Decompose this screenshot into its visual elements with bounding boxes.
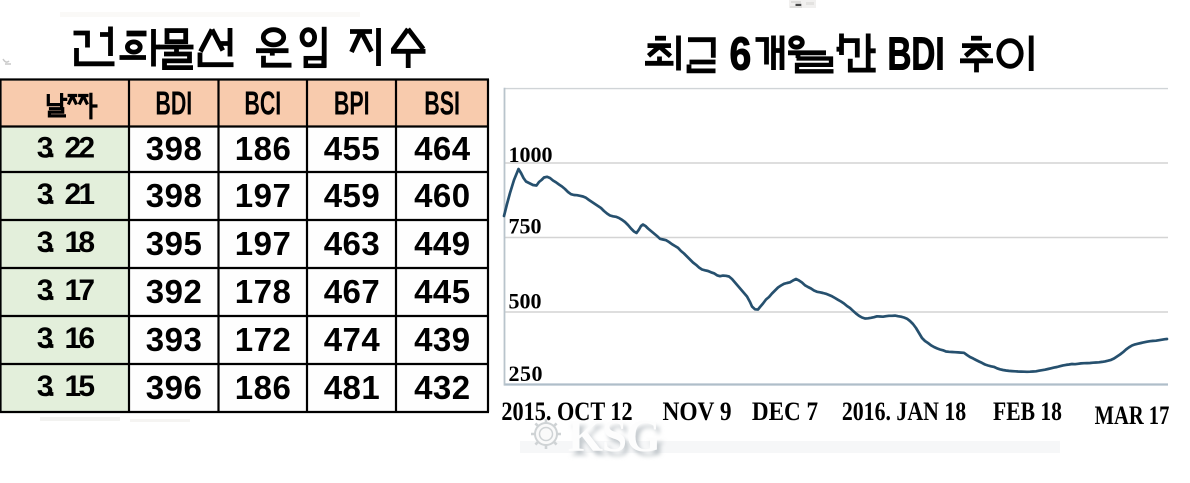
- svg-text:21: 21: [65, 178, 96, 211]
- svg-text:481: 481: [324, 369, 380, 406]
- svg-text:398: 398: [146, 130, 202, 167]
- svg-text:500: 500: [509, 289, 542, 314]
- svg-text:432: 432: [414, 369, 470, 406]
- svg-text:2016. JAN 18: 2016. JAN 18: [842, 398, 966, 426]
- svg-text:KSG: KSG: [572, 416, 665, 466]
- svg-text:FEB 18: FEB 18: [993, 398, 1062, 426]
- svg-text:16: 16: [65, 322, 96, 355]
- svg-text:KSG: KSG: [568, 411, 661, 461]
- svg-text:MAR 17: MAR 17: [1095, 402, 1170, 431]
- svg-text:BDI: BDI: [888, 29, 945, 79]
- svg-text:186: 186: [235, 130, 291, 167]
- svg-text:197: 197: [235, 177, 291, 214]
- svg-text:250: 250: [509, 361, 543, 386]
- svg-text:BSI: BSI: [424, 85, 460, 122]
- svg-text:18: 18: [65, 226, 96, 259]
- svg-text:439: 439: [414, 321, 470, 358]
- svg-text:3: 3: [37, 322, 54, 355]
- svg-text:467: 467: [324, 273, 380, 310]
- svg-text:396: 396: [146, 369, 202, 406]
- svg-text:178: 178: [235, 273, 291, 310]
- svg-text:3: 3: [37, 178, 54, 211]
- svg-text:17: 17: [65, 274, 96, 307]
- svg-text:3: 3: [37, 132, 54, 165]
- svg-text:DEC 7: DEC 7: [752, 398, 818, 427]
- svg-text:449: 449: [414, 225, 470, 262]
- svg-text:197: 197: [235, 225, 291, 262]
- svg-text:3: 3: [37, 274, 54, 307]
- svg-text:NOV 9: NOV 9: [662, 398, 731, 426]
- svg-text:395: 395: [146, 225, 202, 262]
- svg-text:172: 172: [235, 321, 291, 358]
- svg-text:BCI: BCI: [244, 85, 281, 122]
- svg-text:3: 3: [37, 370, 54, 403]
- svg-text:459: 459: [324, 177, 380, 214]
- svg-text:392: 392: [146, 273, 202, 310]
- svg-text:BPI: BPI: [334, 85, 370, 122]
- svg-text:464: 464: [414, 130, 471, 167]
- svg-text:6: 6: [730, 29, 752, 81]
- svg-text:186: 186: [235, 369, 291, 406]
- svg-text:15: 15: [65, 370, 96, 403]
- svg-text:474: 474: [324, 321, 381, 358]
- svg-text:463: 463: [324, 225, 380, 262]
- svg-text:3: 3: [37, 226, 54, 259]
- svg-text:460: 460: [414, 177, 470, 214]
- svg-text:393: 393: [146, 321, 202, 358]
- svg-text:2015. OCT 12: 2015. OCT 12: [501, 397, 632, 426]
- svg-text:22: 22: [65, 132, 96, 165]
- svg-text:455: 455: [324, 130, 380, 167]
- svg-text:398: 398: [146, 177, 202, 214]
- svg-text:445: 445: [414, 273, 470, 310]
- svg-text:750: 750: [509, 214, 542, 239]
- svg-text:1000: 1000: [509, 142, 553, 167]
- svg-text:BDI: BDI: [155, 85, 192, 122]
